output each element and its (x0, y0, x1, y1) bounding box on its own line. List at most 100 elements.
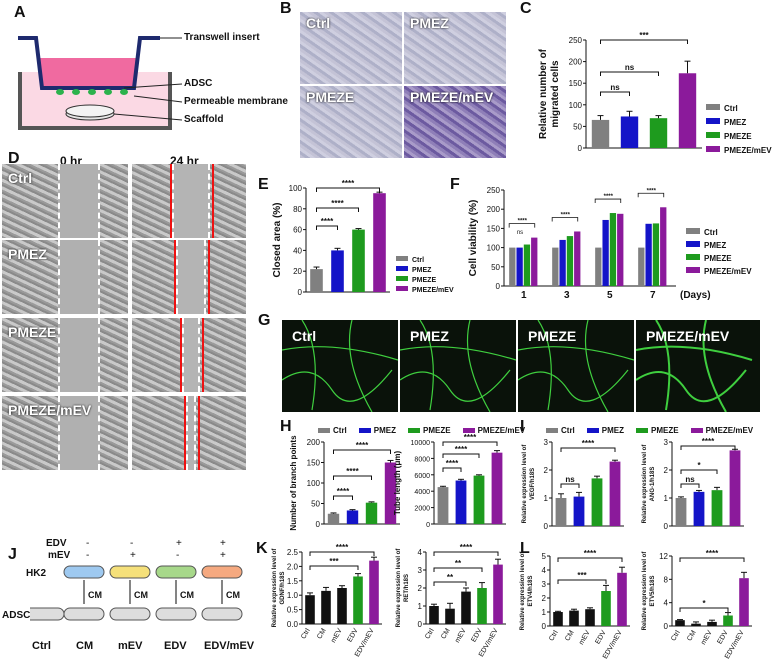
y-tick-label: 0 (578, 144, 583, 153)
tube-segment (518, 346, 634, 361)
bar (369, 560, 379, 624)
legend-item: PMEZ (586, 426, 624, 435)
y-tick-label: 150 (569, 79, 583, 88)
bar (617, 572, 627, 626)
bar (461, 591, 471, 624)
edv-row-label: EDV (46, 538, 67, 549)
bar (531, 237, 538, 286)
sig-label: **** (321, 217, 334, 226)
sig-label: **** (337, 487, 350, 496)
y-tick-label: 5 (542, 552, 547, 561)
sig-bracket (309, 551, 375, 556)
legend-label: PMEZE/mEV (724, 146, 772, 155)
y-tick-label: 1.0 (287, 591, 299, 600)
panel-label-k: K (256, 540, 268, 557)
legend-swatch (686, 241, 700, 247)
bar (491, 452, 503, 524)
panel-label-e: E (258, 176, 269, 193)
y-tick-label: 3 (544, 438, 549, 447)
bar (509, 247, 516, 286)
y-tick-label: 200 (569, 58, 583, 67)
x-tick-label: EDV (470, 627, 483, 643)
micrograph-pmeze: PMEZE (300, 86, 402, 158)
bar (552, 247, 559, 286)
y-axis-label: Relative expression level of (642, 551, 648, 631)
sig-label: **** (346, 467, 359, 476)
y-tick-label: 100 (487, 244, 501, 253)
bar (523, 244, 531, 286)
tube-segment (636, 369, 747, 403)
sig-bracket (333, 475, 372, 480)
wound-row-label: PMEZE (8, 324, 57, 340)
y-axis-label: ETV4/h18S (528, 575, 534, 606)
sig-bracket (442, 467, 462, 472)
sig-bracket (600, 91, 630, 96)
transwell-insert-shape (18, 36, 160, 90)
cm-label: CM (180, 590, 194, 600)
legend-item: PMEZ (358, 426, 396, 435)
x-tick-label: Ctrl (670, 629, 682, 642)
cm-label: CM (226, 590, 240, 600)
bar (365, 502, 378, 524)
y-tick-label: 200 (307, 438, 321, 447)
legend-swatch (706, 146, 720, 152)
legend-swatch (706, 118, 720, 124)
tube-segment (537, 320, 552, 411)
bar (675, 620, 685, 626)
legend-label: PMEZ (704, 241, 726, 250)
tube-segment (655, 320, 671, 411)
x-tick-label: mEV (700, 629, 714, 646)
x-tick-label: 7 (650, 290, 656, 301)
legend-item: Ctrl (318, 426, 347, 435)
tube-segment (636, 345, 753, 361)
leader-line (113, 113, 183, 121)
bar (649, 118, 668, 148)
bar (574, 231, 581, 286)
y-axis-label: GDNF/h18S (280, 571, 286, 604)
bar (373, 193, 386, 292)
leader-line (133, 95, 183, 103)
sig-bracket (316, 225, 338, 230)
legend-swatch (686, 228, 700, 234)
tube-segment (518, 369, 629, 402)
x-axis-label: (Days) (680, 290, 711, 301)
tube-segment (585, 320, 609, 412)
tube-segment (419, 320, 434, 411)
y-tick-label: 50 (491, 263, 500, 272)
x-tick-label: CM (316, 627, 328, 640)
y-tick-label: 2 (664, 466, 669, 475)
sig-label: *** (639, 31, 649, 40)
y-axis-label: Tube length (μm) (393, 451, 402, 516)
bar (739, 578, 749, 626)
y-tick-label: 2 (544, 466, 549, 475)
panel-label-f: F (450, 176, 460, 193)
y-tick-label: 2.5 (287, 548, 299, 557)
x-tick-label: Ctrl (424, 627, 436, 640)
edv-sign: - (86, 538, 90, 549)
y-tick-label: 100 (569, 101, 583, 110)
y-axis-label: Relative expression level of (522, 444, 528, 524)
bar (477, 588, 487, 624)
upper-medium (40, 58, 136, 86)
bar (455, 480, 467, 524)
bar (337, 588, 347, 624)
panel-label-i: I (520, 418, 525, 435)
sig-label: **** (518, 219, 528, 225)
y-tick-label: 3 (542, 580, 547, 589)
sig-bracket (433, 581, 467, 586)
bar (678, 73, 697, 148)
y-tick-label: 12 (659, 552, 668, 561)
sig-bracket (679, 607, 729, 612)
legend-label: PMEZE (724, 132, 752, 141)
y-tick-label: 0 (316, 520, 321, 529)
wound-24hr-image (132, 318, 246, 392)
sig-label: **** (702, 437, 715, 446)
bar (429, 606, 439, 624)
y-tick-label: 250 (569, 36, 583, 45)
legend-swatch (396, 276, 408, 281)
bar (660, 207, 667, 286)
x-tick-label: mEV (454, 627, 468, 644)
bar (573, 496, 585, 526)
cm-label: CM (134, 590, 148, 600)
bar (437, 487, 449, 524)
